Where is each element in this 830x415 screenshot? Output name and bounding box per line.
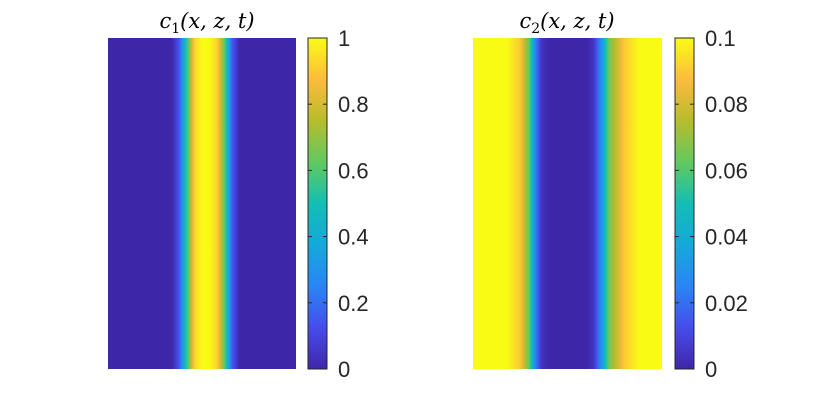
colorbar-tick-label: 0.6 [338,158,369,183]
colorbar-c1: 0 0.2 0.4 0.6 0.8 1 [307,26,369,382]
colorbar-tick-label: 0.2 [338,291,369,316]
heatmap-c1 [108,38,296,369]
colorbar-tick-label: 0.06 [705,158,748,183]
colorbar-tick-label: 0.4 [338,225,369,250]
panel-c1: c1(x, z, t) 0 0.2 0.4 0.6 0.8 1 [108,9,369,382]
colorbar-ticks-c2: 0 0.02 0.04 0.06 0.08 0.1 [675,26,748,382]
colorbar-c2: 0 0.02 0.04 0.06 0.08 0.1 [674,26,748,382]
colorbar-tick-label: 0 [338,357,350,382]
colorbar-tick-label: 1 [338,26,350,51]
panel-c2: c2(x, z, t) 0 0.02 0.04 0.06 0.08 0.1 [473,9,748,382]
colorbar-tick-label: 0.1 [705,26,736,51]
colorbar-frame-c1 [307,37,328,370]
colorbar-frame-c2 [674,37,695,370]
heatmap-c2 [473,38,662,369]
colorbar-ticks-c1: 0 0.2 0.4 0.6 0.8 1 [308,26,369,382]
colorbar-tick-label: 0.8 [338,92,369,117]
heatmap-title-c1: c1(x, z, t) [159,9,254,37]
heatmap-title-c2: c2(x, z, t) [519,9,614,37]
colorbar-tick-label: 0.08 [705,92,748,117]
colorbar-tick-label: 0 [705,357,717,382]
colorbar-tick-label: 0.02 [705,291,748,316]
colorbar-tick-label: 0.04 [705,225,748,250]
